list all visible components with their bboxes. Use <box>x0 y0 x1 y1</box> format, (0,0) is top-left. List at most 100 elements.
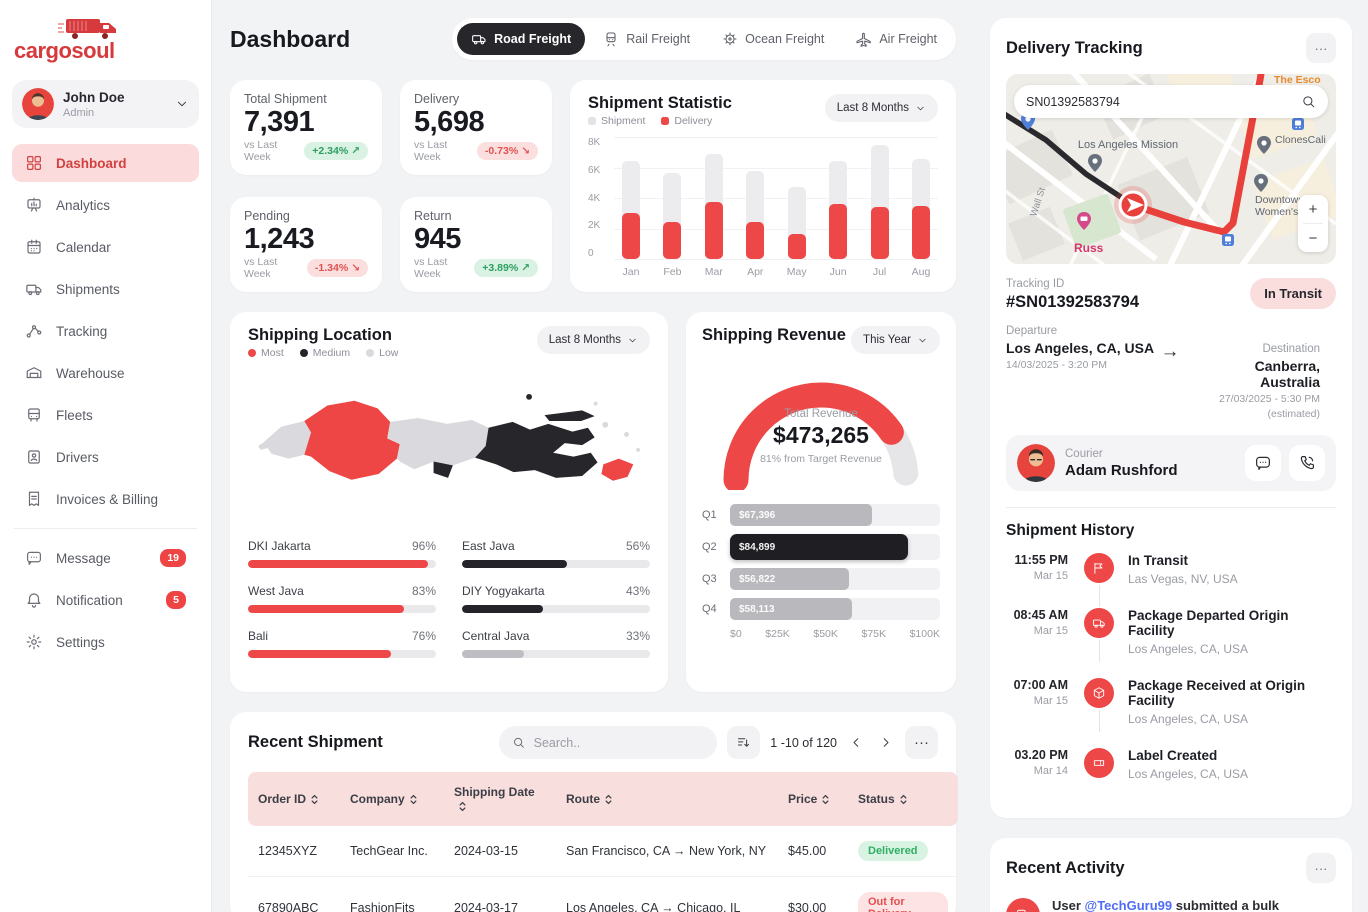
location-bar-fill <box>462 560 568 568</box>
status-badge: Out for Delivery <box>858 892 948 912</box>
location-bar-fill <box>248 560 429 568</box>
sidebar-item-analytics[interactable]: Analytics <box>12 186 199 224</box>
stat-cards: Total Shipment 7,391 vs Last Week +2.34%… <box>230 80 552 292</box>
zoom-out-button[interactable]: − <box>1298 224 1328 252</box>
period-dropdown[interactable]: Last 8 Months <box>536 326 650 354</box>
delivery-tracking-panel: Delivery Tracking ··· <box>990 18 1352 818</box>
location-item: Bali 76% <box>248 629 436 658</box>
map-label-clones: ClonesCali <box>1275 134 1326 146</box>
tab-label: Ocean Freight <box>745 32 825 46</box>
table-row[interactable]: 67890ABC FashionFits 2024-03-17 Los Ange… <box>248 876 958 912</box>
sidebar-item-notification[interactable]: Notification 5 <box>12 581 199 619</box>
tracking-search-input[interactable] <box>1026 94 1301 109</box>
more-button[interactable]: ··· <box>1306 33 1336 63</box>
vehicle-marker <box>1118 190 1148 220</box>
chevron-down-icon <box>178 101 186 107</box>
tab-label: Road Freight <box>494 32 572 46</box>
quarter-row: Q1 $67,396 <box>702 504 940 526</box>
calendar-icon <box>27 239 41 254</box>
location-item: West Java 83% <box>248 584 436 613</box>
page-title: Dashboard <box>230 25 351 52</box>
truck-icon <box>1092 619 1105 628</box>
next-page-button[interactable] <box>876 733 895 752</box>
courier-name: Adam Rushford <box>1065 461 1178 479</box>
activity-item: User @TechGuru99 submitted a bulk shipme… <box>1006 898 1336 912</box>
train-icon <box>606 32 616 47</box>
sidebar-item-label: Shipments <box>56 281 120 297</box>
quarter-bars: Q1 $67,396 Q2 $84,899 Q3 $56,822 Q4 $58,113 … <box>702 504 940 640</box>
user-profile[interactable]: John Doe Admin <box>12 80 199 128</box>
tracking-search[interactable] <box>1014 85 1328 118</box>
tracking-id-value: #SN01392583794 <box>1006 293 1140 311</box>
column-route[interactable]: Route <box>556 772 778 826</box>
search-input[interactable] <box>533 735 705 750</box>
sort-icon <box>738 738 750 747</box>
quarter-bar-fill: $56,822 <box>730 568 850 590</box>
history-event: 08:45 AM Mar 15 Package Departed Origin F… <box>1013 608 1289 662</box>
sidebar-item-warehouse[interactable]: Warehouse <box>12 354 199 392</box>
period-dropdown[interactable]: This Year <box>851 326 940 354</box>
quarter-row: Q4 $58,113 <box>702 598 940 620</box>
more-button[interactable]: ··· <box>905 726 938 759</box>
x-axis: $0 $25K $50K $75K $100K <box>730 628 940 640</box>
flag-icon <box>1094 562 1103 574</box>
period-dropdown[interactable]: Last 8 Months <box>824 94 938 122</box>
sidebar-item-invoices[interactable]: Invoices & Billing <box>12 480 199 518</box>
bar-chart-plot <box>614 137 938 260</box>
tab-air-freight[interactable]: Air Freight <box>842 23 951 55</box>
sidebar-item-settings[interactable]: Settings <box>12 623 199 661</box>
more-button[interactable]: ··· <box>1306 853 1336 883</box>
column-status[interactable]: Status <box>848 772 958 826</box>
sidebar-item-shipments[interactable]: Shipments <box>12 270 199 308</box>
call-button[interactable] <box>1289 445 1325 481</box>
main-content: Dashboard Road Freight Rail Freight Ocea… <box>212 0 972 912</box>
stat-value: 5,698 <box>414 106 485 138</box>
tracking-map[interactable]: Los Angeles Mission ClonesCali Downtown … <box>1006 74 1336 264</box>
sidebar-item-drivers[interactable]: Drivers <box>12 438 199 476</box>
java-map[interactable] <box>248 365 650 529</box>
sort-arrows-icon <box>900 794 907 805</box>
legend-delivery: Delivery <box>661 115 712 127</box>
shipment-bar-delivery <box>787 233 806 259</box>
legend-medium: Medium <box>299 347 350 359</box>
sort-button[interactable] <box>727 726 761 759</box>
sidebar-item-tracking[interactable]: Tracking <box>12 312 199 350</box>
column-company[interactable]: Company <box>340 772 444 826</box>
tab-label: Air Freight <box>879 32 937 46</box>
sidebar-item-dashboard[interactable]: Dashboard <box>12 144 199 182</box>
map-label-downtown: Downtown <box>1255 194 1304 206</box>
stat-label: Pending <box>244 209 290 223</box>
shipment-table: Order ID Company Shipping Date Route Pri… <box>248 772 958 912</box>
divider <box>1006 507 1336 508</box>
drivers-id-icon <box>28 450 40 464</box>
column-shipping-date[interactable]: Shipping Date <box>444 772 556 826</box>
sidebar-item-message[interactable]: Message 19 <box>12 539 199 577</box>
tab-ocean-freight[interactable]: Ocean Freight <box>708 23 838 55</box>
sidebar-item-fleets[interactable]: Fleets <box>12 396 199 434</box>
table-row[interactable]: 12345XYZ TechGear Inc. 2024-03-15 San Fr… <box>248 826 958 877</box>
location-item: East Java 56% <box>462 539 650 568</box>
zoom-in-button[interactable]: + <box>1298 195 1328 223</box>
cell-date: 2024-03-17 <box>444 876 556 912</box>
column-price[interactable]: Price <box>778 772 848 826</box>
stat-trend-icon: ↘ <box>351 262 360 274</box>
tab-rail-freight[interactable]: Rail Freight <box>589 23 704 55</box>
prev-page-button[interactable] <box>847 733 866 752</box>
chat-icon <box>1256 456 1270 470</box>
right-panel: Delivery Tracking ··· <box>972 0 1368 912</box>
stat-card-pending: Pending 1,243 vs Last Week -1.34% ↘ <box>230 197 382 292</box>
shipment-search[interactable] <box>499 726 718 759</box>
chat-button[interactable] <box>1245 445 1281 481</box>
shipment-bar-delivery <box>746 221 765 259</box>
column-order-id[interactable]: Order ID <box>248 772 340 826</box>
quarter-bar-fill: $67,396 <box>730 504 872 526</box>
shipment-bar <box>704 137 723 259</box>
sidebar-item-label: Invoices & Billing <box>56 491 159 507</box>
tab-road-freight[interactable]: Road Freight <box>457 23 586 55</box>
sidebar-item-calendar[interactable]: Calendar <box>12 228 199 266</box>
shipment-bar <box>911 137 930 259</box>
x-axis: Jan Feb Mar Apr May Jun Jul Aug <box>622 266 931 278</box>
route-remaining-line <box>1129 74 1265 236</box>
sidebar-item-label: Notification <box>56 592 123 608</box>
user-mention-link[interactable]: @TechGuru99 <box>1084 898 1173 912</box>
